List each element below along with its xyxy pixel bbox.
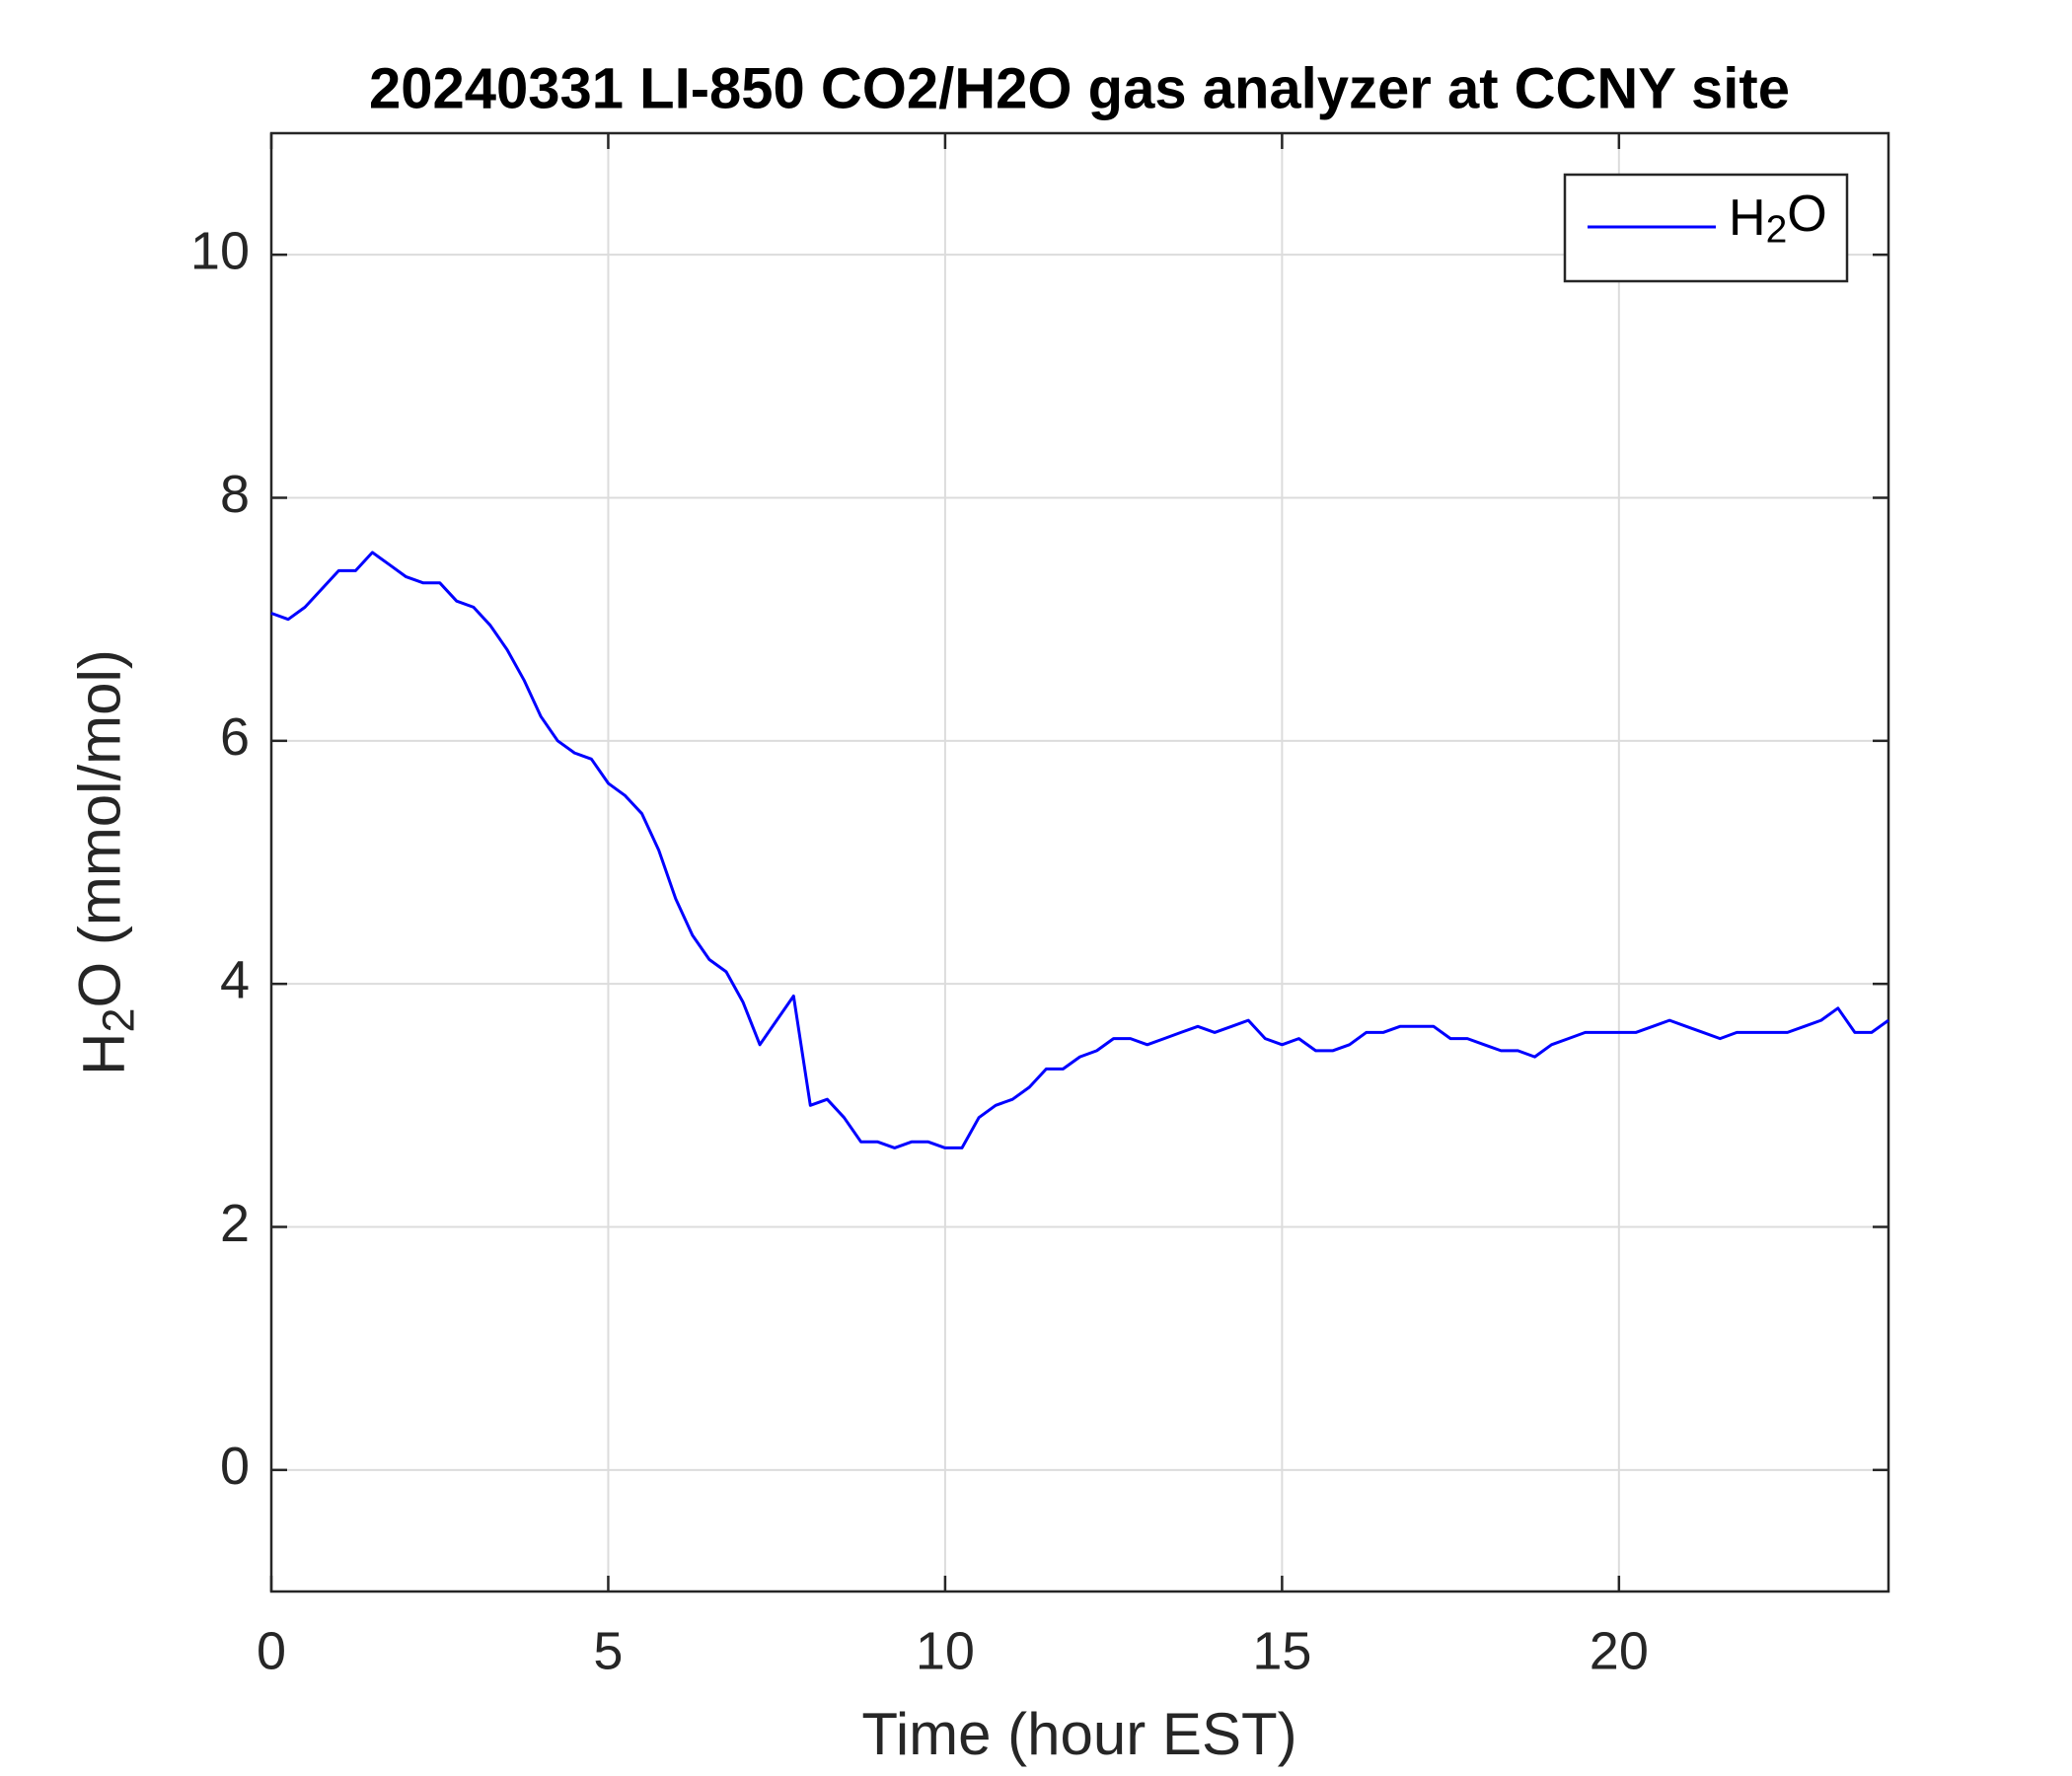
legend-label: H2O — [1729, 185, 1827, 252]
y-tick-label: 0 — [220, 1437, 250, 1496]
x-axis-label: Time (hour EST) — [861, 1701, 1296, 1767]
y-tick-label: 10 — [190, 221, 250, 280]
x-tick-label: 0 — [257, 1621, 286, 1680]
x-tick-label: 15 — [1252, 1621, 1311, 1680]
x-tick-label: 20 — [1590, 1621, 1649, 1680]
x-tick-label: 10 — [916, 1621, 975, 1680]
plot-frame — [269, 131, 1890, 1593]
x-tick-label: 5 — [593, 1621, 623, 1680]
chart-title: 20240331 LI-850 CO2/H2O gas analyzer at … — [369, 56, 1790, 120]
y-tick-label: 4 — [220, 950, 250, 1009]
y-axis-label: H2O (mmol/mol) — [66, 649, 143, 1075]
y-tick-label: 8 — [220, 465, 250, 524]
y-tick-label: 6 — [220, 707, 250, 767]
y-tick-label: 2 — [220, 1194, 250, 1253]
data-line — [270, 551, 1889, 1149]
